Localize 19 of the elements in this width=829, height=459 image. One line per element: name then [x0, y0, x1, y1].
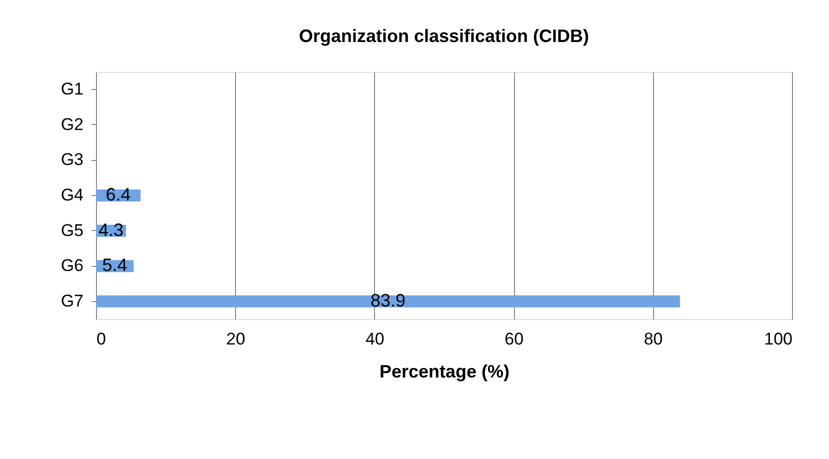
x-tick-label: 100 — [764, 330, 792, 348]
chart-title: Organization classification (CIDB) — [298, 26, 590, 46]
y-tick-label: G6 — [60, 256, 84, 276]
y-tick-label: G3 — [60, 150, 84, 170]
y-tick-label: G4 — [60, 186, 84, 204]
x-tick-label: 80 — [644, 330, 663, 348]
x-tick-label: 40 — [365, 330, 384, 348]
x-tick-label: 60 — [504, 330, 524, 348]
x-axis-title: Percentage (%) — [379, 362, 510, 382]
data-label: 4.3 — [98, 220, 124, 240]
x-tick-label: 0 — [96, 330, 106, 348]
y-tick-label: G1 — [60, 80, 84, 99]
x-tick-label: 20 — [226, 330, 246, 348]
data-label: 83.9 — [370, 290, 406, 310]
data-label: 6.4 — [106, 184, 131, 204]
data-label: 5.4 — [102, 255, 128, 276]
y-tick-label: G2 — [60, 114, 84, 134]
y-tick-label: G5 — [60, 220, 84, 240]
y-tick-label: G7 — [60, 291, 84, 310]
